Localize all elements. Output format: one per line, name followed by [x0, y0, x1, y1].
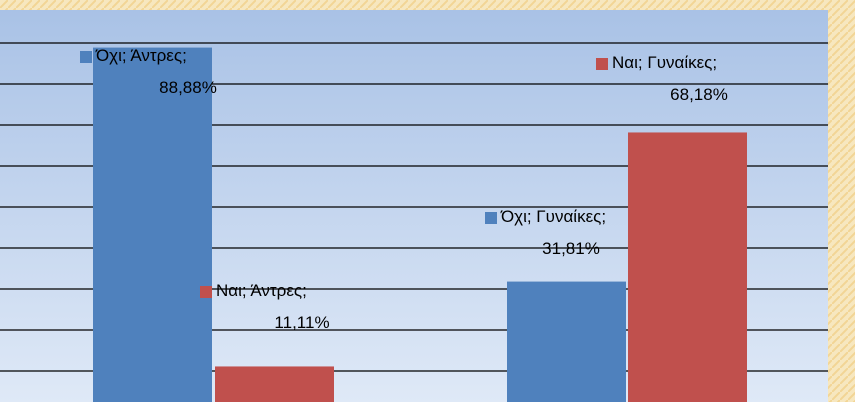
data-label-line: Ναι; Γυναίκες;: [612, 53, 717, 72]
data-label: Όχι; Άντρες; 88,88%: [95, 46, 217, 97]
bar: [215, 366, 334, 402]
data-label: Ναι; Άντρες; 11,11%: [216, 281, 330, 332]
data-label: Ναι; Γυναίκες; 68,18%: [612, 53, 728, 104]
label-marker: [596, 58, 608, 70]
label-marker: [200, 286, 212, 298]
data-label-line: Όχι; Άντρες;: [95, 46, 187, 65]
data-label-line: 88,88%: [159, 78, 217, 97]
data-label-line: 68,18%: [670, 85, 728, 104]
label-marker: [485, 212, 497, 224]
label-marker: [80, 51, 92, 63]
bar: [507, 281, 626, 402]
data-label-line: 11,11%: [274, 313, 329, 332]
data-label: Όχι; Γυναίκες; 31,81%: [500, 207, 606, 258]
bar: [628, 132, 747, 402]
data-label-line: 31,81%: [542, 239, 600, 258]
bar: [93, 47, 212, 402]
data-label-line: Όχι; Γυναίκες;: [500, 207, 606, 226]
data-label-line: Ναι; Άντρες;: [216, 281, 307, 300]
